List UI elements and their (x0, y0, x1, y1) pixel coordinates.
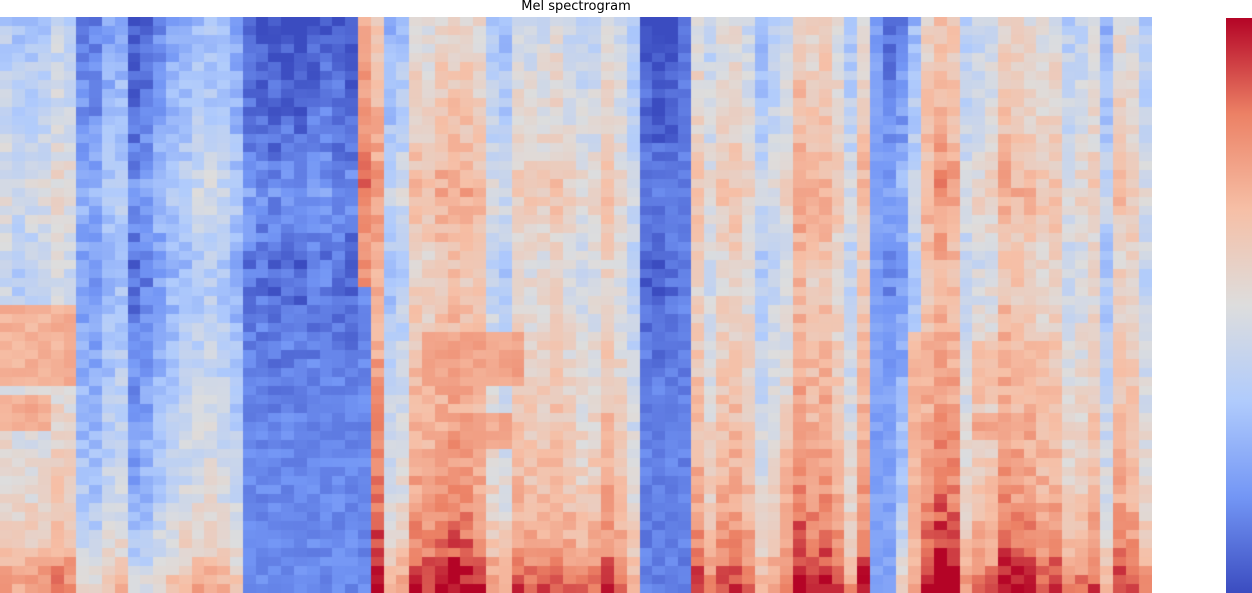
colorbar (1226, 18, 1252, 593)
spectrogram-heatmap (0, 17, 1152, 593)
chart-title: Mel spectrogram (521, 0, 631, 14)
